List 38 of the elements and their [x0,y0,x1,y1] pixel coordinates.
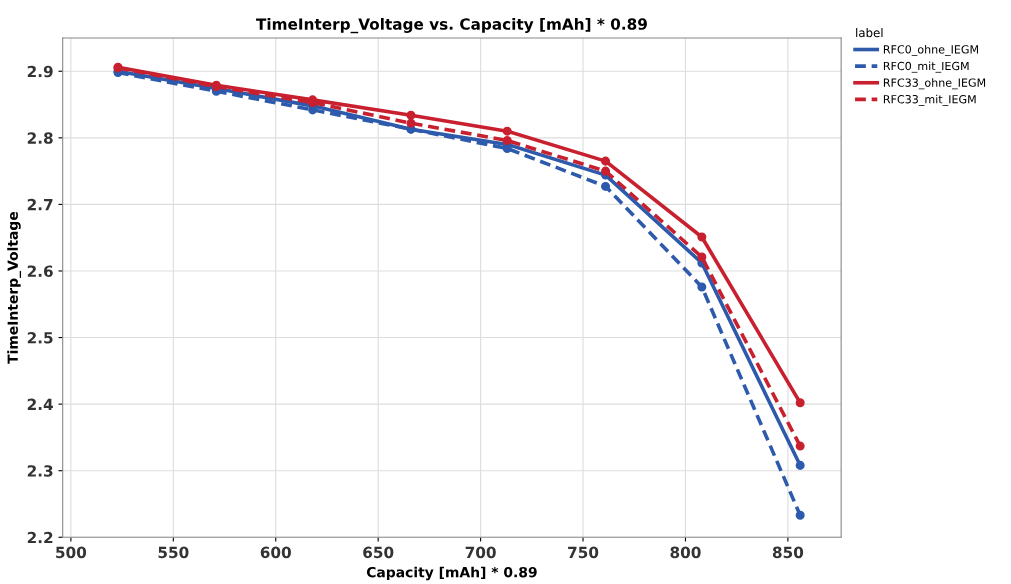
point [502,135,512,146]
legend-title: label [856,27,883,38]
y-tick-label: 2.5 [27,332,53,344]
y-axis-title: TimeInterp_Voltage [7,211,22,364]
legend-label: RFC0_mit_IEGM [883,61,969,73]
point [502,126,512,136]
point [697,252,707,262]
point [697,282,707,292]
point [601,156,611,166]
x-tick-label: 800 [670,546,701,559]
point [795,398,805,408]
y-tick-label: 2.8 [27,132,53,144]
point [601,181,611,191]
point [795,460,805,470]
y-tick-label: 2.6 [27,265,53,277]
x-tick-label: 600 [260,546,291,559]
x-axis-title: Capacity [mAh] * 0.89 [366,566,537,581]
x-tick-label: 750 [568,546,599,559]
point [795,441,805,451]
chart-title: TimeInterp_Voltage vs. Capacity [mAh] * 0.89 [256,18,647,34]
y-tick-label: 2.7 [27,198,53,211]
x-tick-label: 700 [465,546,496,559]
y-tick-label: 2.3 [27,465,53,477]
x-tick-label: 850 [772,546,804,559]
x-tick-label: 650 [363,546,394,559]
y-tick-label: 2.2 [27,531,53,544]
y-tick-label: 2.9 [27,65,53,78]
point [601,166,611,176]
legend-label: RFC33_mit_IEGM [883,94,976,106]
point [697,232,707,242]
x-tick-label: 550 [158,546,189,559]
point [795,510,805,520]
point [406,118,416,128]
legend-label: RFC33_ohne_IEGM [883,78,986,90]
legend-label: RFC0_ohne_IEGM [883,44,978,57]
y-tick-label: 2.4 [27,398,53,410]
point [406,110,416,120]
x-tick-label: 500 [56,546,87,559]
